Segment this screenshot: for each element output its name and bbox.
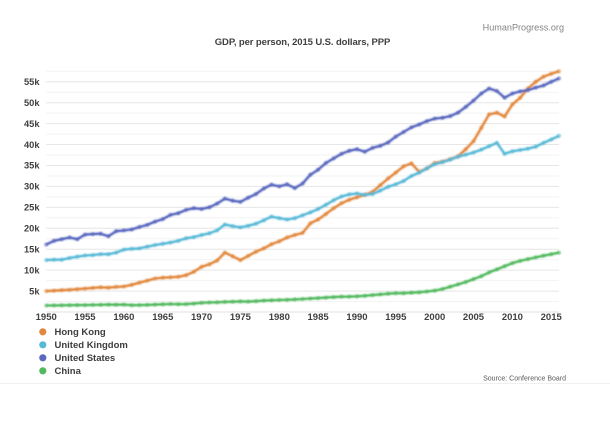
svg-text:5k: 5k [29,286,40,296]
svg-text:1990: 1990 [346,312,367,323]
svg-text:2010: 2010 [502,312,523,323]
svg-text:GDP, per person, 2015 U.S. dol: GDP, per person, 2015 U.S. dollars, PPP [215,37,391,48]
svg-text:45k: 45k [24,119,40,129]
svg-text:1965: 1965 [152,312,174,323]
svg-text:10k: 10k [24,265,40,275]
svg-text:United States: United States [55,353,116,364]
svg-text:1960: 1960 [113,312,134,323]
svg-text:HumanProgress.org: HumanProgress.org [483,23,564,33]
svg-text:15k: 15k [24,244,40,254]
svg-text:China: China [55,366,82,377]
svg-text:2005: 2005 [463,312,485,323]
svg-text:1975: 1975 [230,312,252,323]
svg-text:Hong Kong: Hong Kong [55,327,106,338]
svg-text:55k: 55k [24,77,40,87]
svg-text:1955: 1955 [74,312,96,323]
svg-text:20k: 20k [24,224,40,234]
svg-text:1985: 1985 [308,312,330,323]
svg-text:2015: 2015 [541,312,563,323]
svg-text:30k: 30k [24,182,40,192]
svg-text:Source: Conference Board: Source: Conference Board [483,376,566,383]
svg-text:40k: 40k [24,140,40,150]
svg-text:35k: 35k [24,161,40,171]
svg-text:1980: 1980 [269,312,290,323]
svg-text:50k: 50k [24,98,40,108]
svg-text:1995: 1995 [385,312,407,323]
svg-text:25k: 25k [24,203,40,213]
svg-text:1950: 1950 [36,312,57,323]
svg-text:United Kingdom: United Kingdom [55,340,128,351]
svg-text:2000: 2000 [424,312,445,323]
svg-text:1970: 1970 [191,312,212,323]
